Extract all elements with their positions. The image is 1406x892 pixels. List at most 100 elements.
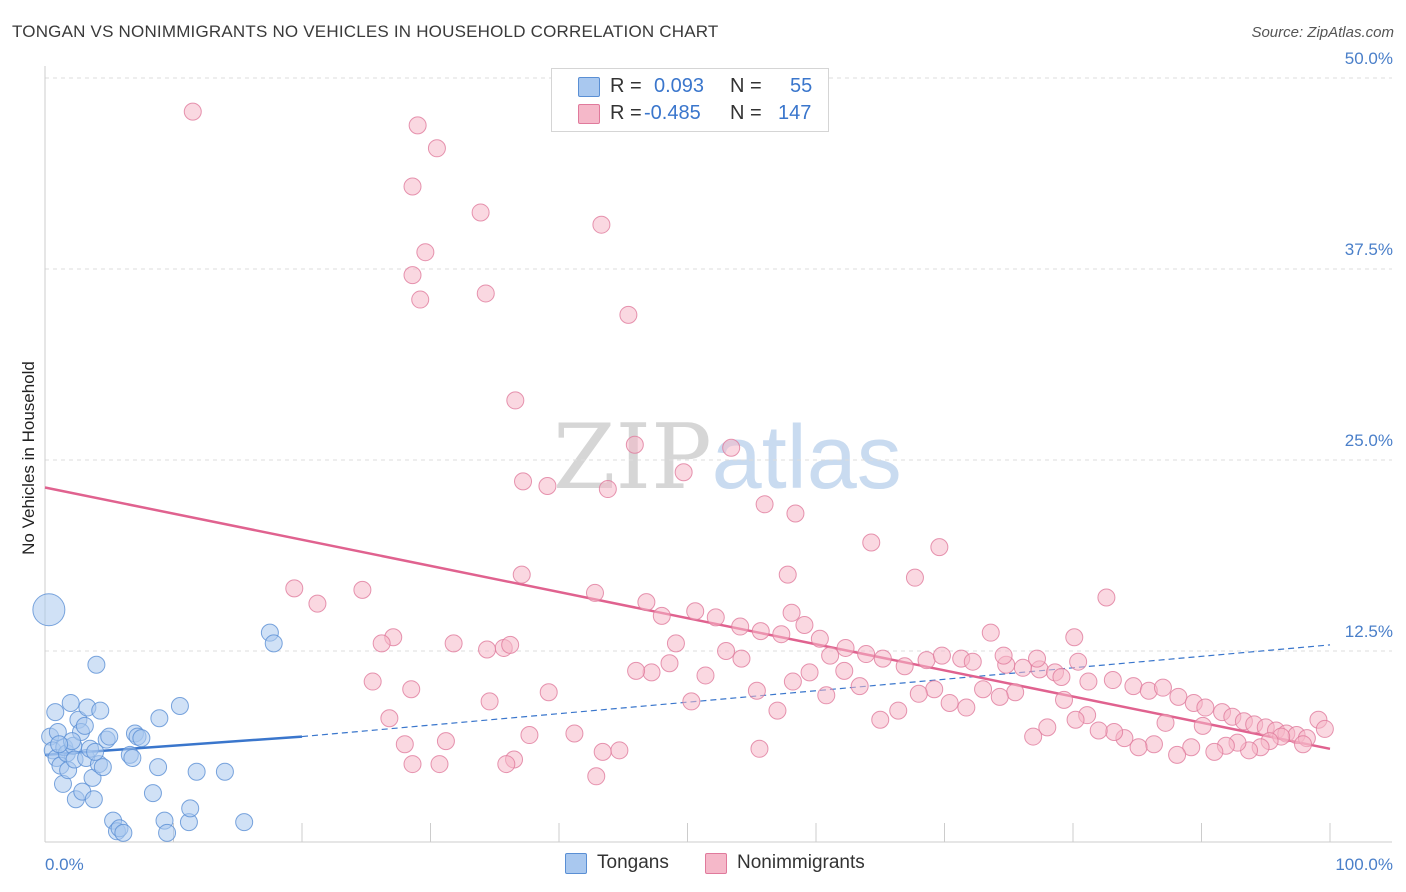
nonimmigrant-point — [909, 684, 928, 703]
nonimmigrant-point — [372, 634, 391, 653]
axis-layer — [44, 66, 1392, 843]
nonimmigrant-point — [963, 652, 982, 671]
tongan-point — [61, 693, 80, 712]
nonimmigrant-point — [1079, 672, 1098, 691]
legend-r-value: 0.093 — [654, 75, 705, 97]
tongan-point — [91, 701, 110, 720]
nonimmigrant-point — [795, 616, 814, 635]
y-axis-label: No Vehicles in Household — [19, 361, 38, 555]
nonimmigrant-point — [1205, 742, 1224, 761]
nonimmigrant-point — [751, 622, 770, 641]
nonimmigrant-point — [183, 102, 202, 121]
tongan-point — [84, 790, 103, 809]
nonimmigrant-point — [957, 698, 976, 717]
nonimmigrant-point — [402, 680, 421, 699]
nonimmigrant-point — [835, 661, 854, 680]
nonimmigrant-point — [512, 565, 531, 584]
nonimmigrant-point — [1129, 738, 1148, 757]
nonimmigrant-point — [403, 266, 422, 285]
points-layer — [32, 102, 1334, 842]
nonimmigrant-point — [1097, 588, 1116, 607]
nonimmigrant-point — [395, 735, 414, 754]
nonimmigrant-point — [308, 594, 327, 613]
tongan-point — [132, 729, 151, 748]
trend-layer — [44, 486, 1331, 757]
tongan-point — [50, 735, 69, 754]
legend-r-value: -0.485 — [644, 102, 701, 124]
nonimmigrant-point — [1006, 683, 1025, 702]
nonimmigrant-point — [430, 755, 449, 774]
tongan-point — [215, 762, 234, 781]
nonimmigrant-point — [1052, 667, 1071, 686]
nonimmigrant-point — [1069, 652, 1088, 671]
nonimmigrant-point — [786, 504, 805, 523]
tongan-point — [32, 593, 66, 627]
nonimmigrant-point — [538, 476, 557, 495]
nonimmigrant-point — [565, 724, 584, 743]
series-legend-label-nonimmigrants: Nonimmigrants — [737, 852, 865, 873]
nonimmigrant-point — [871, 710, 890, 729]
nonimmigrant-point — [539, 683, 558, 702]
nonimmigrant-point — [782, 603, 801, 622]
nonimmigrant-point — [706, 608, 725, 627]
nonimmigrant-point — [994, 646, 1013, 665]
nonimmigrant-point — [1105, 722, 1124, 741]
legend-r-label: R = — [610, 102, 642, 124]
nonimmigrant-point — [1028, 649, 1047, 668]
nonimmigrant-point — [778, 565, 797, 584]
nonimmigrant-point — [652, 606, 671, 625]
series-legend-swatch-nonimmigrants — [705, 853, 727, 874]
nonimmigrant-point — [895, 657, 914, 676]
nonimmigrant-point — [768, 701, 787, 720]
tongan-point — [158, 823, 177, 842]
series-legend-label-tongans: Tongans — [597, 852, 669, 873]
nonimmigrant-point — [408, 116, 427, 135]
nonimmigrant-point — [772, 625, 791, 644]
nonimmigrant-point — [732, 649, 751, 668]
nonimmigrant-point — [674, 463, 693, 482]
chart-title: TONGAN VS NONIMMIGRANTS NO VEHICLES IN H… — [12, 22, 719, 41]
legend-n-value: 55 — [790, 75, 813, 97]
nonimmigrant-point — [1156, 713, 1175, 732]
nonimmigrant-point — [1103, 671, 1122, 690]
nonimmigrant-point — [1193, 716, 1212, 735]
nonimmigrant-point — [1144, 735, 1163, 754]
nonimmigrant-point — [817, 686, 836, 705]
nonimmigrant-point — [930, 538, 949, 557]
nonimmigrant-point — [925, 680, 944, 699]
nonimmigrant-point — [411, 290, 430, 309]
nonimmigrant-point — [403, 755, 422, 774]
correlation-legend: R = 0.093 N = 55 R = -0.485 N = 147 — [551, 68, 829, 132]
nonimmigrants-trend-line — [44, 486, 1331, 751]
nonimmigrant-point — [1315, 719, 1334, 738]
tongan-point — [86, 742, 105, 761]
nonimmigrant-point — [810, 629, 829, 648]
grid-layer — [45, 77, 1392, 652]
nonimmigrant-point — [862, 533, 881, 552]
tongan-point — [187, 762, 206, 781]
series-legend: Tongans Nonimmigrants — [0, 852, 1406, 878]
nonimmigrant-point — [747, 681, 766, 700]
tongan-point — [87, 655, 106, 674]
nonimmigrant-point — [501, 635, 520, 654]
nonimmigrant-point — [873, 649, 892, 668]
nonimmigrant-point — [783, 672, 802, 691]
tongan-point — [46, 703, 65, 722]
nonimmigrant-point — [717, 642, 736, 660]
tongan-point — [93, 758, 112, 777]
nonimmigrant-point — [514, 472, 533, 491]
nonimmigrant-point — [585, 583, 604, 602]
nonimmigrant-point — [380, 709, 399, 728]
nonimmigrant-point — [750, 739, 769, 758]
legend-r-label: R = — [610, 75, 642, 97]
nonimmigrant-point — [506, 391, 525, 410]
legend-n-label: N = — [730, 102, 762, 124]
nonimmigrant-point — [857, 645, 876, 664]
nonimmigrant-point — [905, 568, 924, 587]
nonimmigrant-point — [1294, 735, 1313, 754]
nonimmigrant-point — [427, 139, 446, 158]
nonimmigrant-point — [520, 726, 539, 745]
chart-source: Source: ZipAtlas.com — [1251, 24, 1394, 41]
nonimmigrant-point — [755, 495, 774, 514]
nonimmigrant-point — [625, 435, 644, 454]
